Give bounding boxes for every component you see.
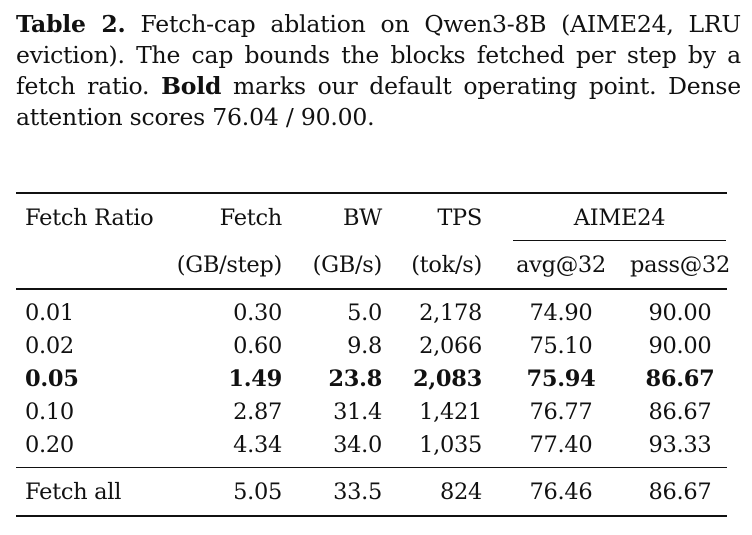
row1-tps: 2,178 <box>419 300 482 326</box>
caption-label: Table 2. <box>16 10 126 38</box>
header-avg32: avg@32 <box>516 252 606 278</box>
footer-tps: 824 <box>439 479 482 505</box>
row1-pass: 90.00 <box>648 300 712 326</box>
row5-avg: 77.40 <box>529 432 593 458</box>
header-fetch-ratio: Fetch Ratio <box>25 205 154 231</box>
footer-avg: 76.46 <box>529 479 593 505</box>
row1-ratio: 0.01 <box>25 300 74 326</box>
row3-pass: 86.67 <box>645 366 715 392</box>
row2-ratio: 0.02 <box>25 333 74 359</box>
footer-fetch: 5.05 <box>233 479 282 505</box>
row4-ratio: 0.10 <box>25 399 74 425</box>
row4-bw: 31.4 <box>333 399 382 425</box>
row2-bw: 9.8 <box>347 333 382 359</box>
table-caption: Table 2. Fetch-cap ablation on Qwen3-8B … <box>16 9 741 133</box>
row2-tps: 2,066 <box>419 333 482 359</box>
header-tps: TPS <box>437 205 482 231</box>
row3-avg: 75.94 <box>526 366 596 392</box>
footer-bw: 33.5 <box>333 479 382 505</box>
row2-fetch: 0.60 <box>233 333 282 359</box>
caption-bold-word: Bold <box>161 72 222 100</box>
row3-ratio: 0.05 <box>25 366 79 392</box>
row1-fetch: 0.30 <box>233 300 282 326</box>
row1-bw: 5.0 <box>347 300 382 326</box>
row5-tps: 1,035 <box>419 432 482 458</box>
row5-ratio: 0.20 <box>25 432 74 458</box>
footer-separator-rule <box>16 467 727 469</box>
caption-text-part2: marks our default operating point. Dense… <box>16 72 741 131</box>
caption-text-part1: Fetch-cap ablation on Qwen3-8B (AIME24, … <box>16 10 742 100</box>
table-bottom-rule <box>16 515 727 517</box>
row4-fetch: 2.87 <box>233 399 282 425</box>
row3-bw: 23.8 <box>328 366 382 392</box>
row3-tps: 2,083 <box>413 366 482 392</box>
row4-tps: 1,421 <box>419 399 482 425</box>
header-aime24-group: AIME24 <box>573 205 666 231</box>
row2-avg: 75.10 <box>529 333 593 359</box>
row3-fetch: 1.49 <box>228 366 282 392</box>
header-bottom-rule <box>16 288 727 290</box>
row4-avg: 76.77 <box>529 399 593 425</box>
header-bw: BW <box>342 205 382 231</box>
row4-pass: 86.67 <box>648 399 712 425</box>
aime24-group-rule <box>513 240 726 242</box>
header-tps-unit: (tok/s) <box>411 252 482 278</box>
row1-avg: 74.90 <box>529 300 593 326</box>
row5-pass: 93.33 <box>648 432 712 458</box>
footer-ratio: Fetch all <box>25 479 122 505</box>
header-pass32: pass@32 <box>630 252 730 278</box>
row5-bw: 34.0 <box>333 432 382 458</box>
row5-fetch: 4.34 <box>233 432 282 458</box>
header-fetch-unit: (GB/step) <box>176 252 283 278</box>
table-top-rule <box>16 192 727 194</box>
footer-pass: 86.67 <box>648 479 712 505</box>
header-bw-unit: (GB/s) <box>312 252 383 278</box>
header-fetch: Fetch <box>219 205 283 231</box>
row2-pass: 90.00 <box>648 333 712 359</box>
